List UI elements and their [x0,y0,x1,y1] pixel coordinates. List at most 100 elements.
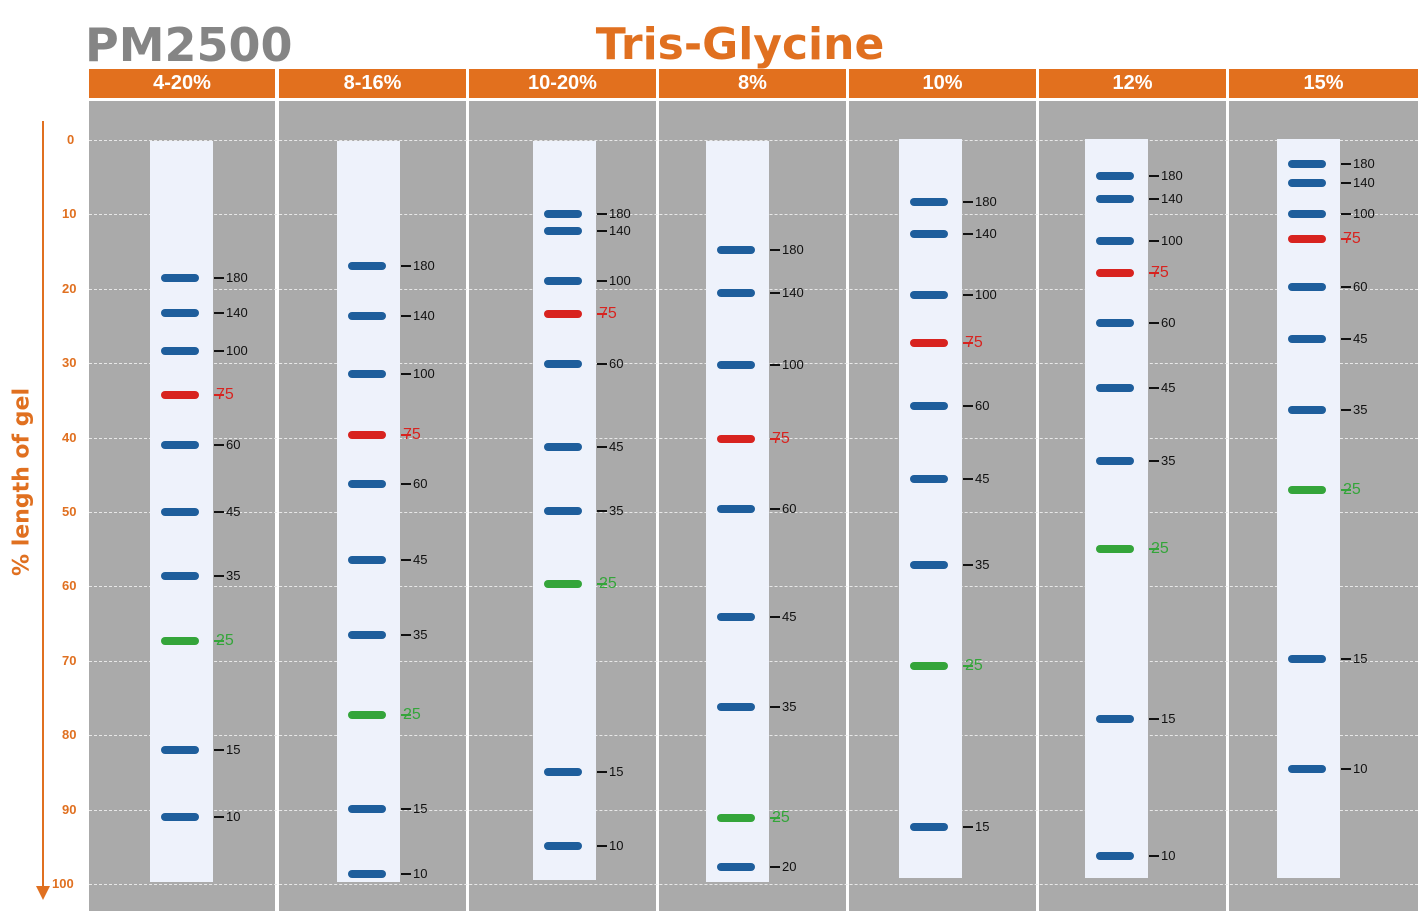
marker-band [1096,715,1134,723]
marker-tick [401,483,411,485]
y-axis-arrow-icon [36,886,50,900]
marker-tick [770,438,780,440]
marker-band [1096,319,1134,327]
marker-label: 180 [975,194,997,209]
marker-band [910,291,948,299]
gridline [89,140,1418,141]
y-tick-label: 90 [62,802,77,817]
marker-band [348,556,386,564]
marker-tick [1341,182,1351,184]
marker-band [1288,335,1326,343]
marker-band [348,312,386,320]
marker-tick [1341,238,1351,240]
marker-label: 180 [413,258,435,273]
marker-band [717,246,755,254]
marker-band [910,339,948,347]
marker-tick [770,616,780,618]
marker-label: 60 [609,356,624,371]
marker-tick [597,313,607,315]
marker-band [544,842,582,850]
marker-tick [963,233,973,235]
marker-band [1096,269,1134,277]
marker-label: 180 [1161,168,1183,183]
marker-label: 100 [782,357,804,372]
marker-label: 45 [975,471,990,486]
marker-band [1288,235,1326,243]
marker-band [1096,384,1134,392]
marker-tick [1149,175,1159,177]
marker-label: 60 [782,501,797,516]
marker-label: 15 [413,801,428,816]
marker-band [544,507,582,515]
marker-tick [597,845,607,847]
marker-label: 140 [609,223,631,238]
marker-band [161,572,199,580]
marker-tick [214,312,224,314]
marker-label: 75 [1151,264,1169,281]
marker-band [1288,210,1326,218]
marker-label: 10 [1161,848,1176,863]
marker-tick [1341,768,1351,770]
marker-band [910,662,948,670]
marker-label: 35 [413,627,428,642]
marker-label: 140 [1353,175,1375,190]
marker-band [910,402,948,410]
marker-band [1096,195,1134,203]
marker-label: 20 [782,859,797,874]
marker-label: 75 [403,426,421,443]
marker-label: 100 [609,273,631,288]
y-tick-label: 60 [62,578,77,593]
marker-label: 180 [1353,156,1375,171]
marker-band [161,441,199,449]
marker-label: 45 [782,609,797,624]
marker-tick [1149,322,1159,324]
gel-header-3: 10-20% [469,69,656,98]
marker-label: 45 [226,504,241,519]
marker-band [717,613,755,621]
marker-band [1288,765,1326,773]
marker-tick [597,771,607,773]
marker-band [348,870,386,878]
marker-band [910,823,948,831]
marker-label: 35 [609,503,624,518]
marker-tick [1341,338,1351,340]
marker-tick [214,511,224,513]
gel-header-6: 12% [1039,69,1226,98]
marker-tick [597,213,607,215]
marker-label: 180 [609,206,631,221]
marker-band [544,580,582,588]
marker-band [161,391,199,399]
marker-label: 35 [975,557,990,572]
marker-label: 25 [216,632,234,649]
marker-band [544,443,582,451]
gel-header-2: 8-16% [279,69,466,98]
marker-band [161,508,199,516]
y-tick-label: 20 [62,281,77,296]
marker-band [1288,406,1326,414]
marker-tick [214,749,224,751]
marker-tick [963,201,973,203]
marker-label: 15 [1353,651,1368,666]
marker-band [717,361,755,369]
marker-band [717,703,755,711]
marker-label: 75 [1343,230,1361,247]
marker-label: 180 [782,242,804,257]
marker-band [348,370,386,378]
marker-label: 140 [975,226,997,241]
gel-header-7: 15% [1229,69,1418,98]
marker-tick [963,294,973,296]
marker-tick [770,706,780,708]
marker-label: 140 [1161,191,1183,206]
marker-band [348,480,386,488]
marker-label: 140 [413,308,435,323]
marker-tick [1149,198,1159,200]
marker-label: 35 [1161,453,1176,468]
marker-tick [401,634,411,636]
marker-band [348,805,386,813]
marker-tick [1341,286,1351,288]
marker-tick [1149,548,1159,550]
marker-label: 75 [772,430,790,447]
marker-band [161,274,199,282]
marker-tick [770,508,780,510]
marker-label: 15 [1161,711,1176,726]
